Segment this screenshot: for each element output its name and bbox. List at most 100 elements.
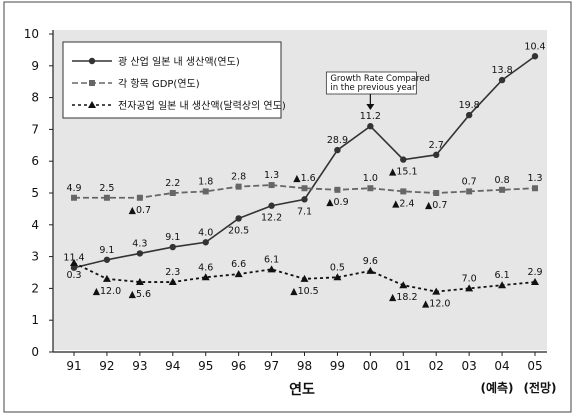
x-extra-label-forecast: (예측) <box>480 380 513 395</box>
x-tick-label: 04 <box>494 359 509 373</box>
series-layer <box>70 53 539 295</box>
series-1-point <box>433 151 440 159</box>
data-labels-layer: 11.4 9.1 4.3 9.1 4.0 20.5 12.2 7.1 28.9 11.2 ▲15.1… <box>63 41 545 309</box>
chart-frame <box>3 1 572 413</box>
series-1-data-label: 28.9 <box>327 135 348 146</box>
series-1-point <box>531 53 539 60</box>
series-3-data-label: 0.5 <box>330 262 345 273</box>
series-2-data-label: 2.5 <box>99 183 114 194</box>
series-3-data-label: ▲10.5 <box>290 286 318 297</box>
legend-marker-3 <box>88 101 96 108</box>
series-3-data-label: 7.0 <box>462 273 477 284</box>
x-tick-label: 97 <box>264 359 279 373</box>
series-2-data-label: 2.2 <box>165 178 180 189</box>
series-2-data-label: ▲0.7 <box>425 200 447 211</box>
y-tick-label: 1 <box>31 313 39 327</box>
series-3-data-label: ▲12.0 <box>422 299 450 310</box>
series-3-point <box>168 278 177 286</box>
series-2-data-label: 1.8 <box>198 176 213 187</box>
series-3-data-label: ▲12.0 <box>93 286 121 297</box>
series-1-point <box>334 146 341 154</box>
series-3-point <box>70 258 78 266</box>
series-2-point <box>367 185 374 192</box>
series-3-data-label: 2.3 <box>165 267 180 278</box>
series-2-data-label: 4.9 <box>66 183 81 194</box>
series-1-point <box>465 111 473 119</box>
y-tick-label: 7 <box>31 122 39 136</box>
series-2-point <box>466 188 473 195</box>
series-1-point <box>235 215 242 222</box>
series-2-data-label: 1.3 <box>527 173 542 184</box>
series-2-data-label: ▲0.7 <box>129 205 151 216</box>
series-3-data-label: 6.6 <box>231 259 246 270</box>
y-tick-label: 10 <box>24 27 39 41</box>
series-2-point <box>103 194 110 201</box>
series-1-data-label: 19.8 <box>459 100 480 111</box>
annotation-text: Growth Rate Compared <box>330 74 430 84</box>
y-tick-label: 2 <box>31 281 39 295</box>
series-1-data-label: 9.1 <box>99 245 114 256</box>
x-tick-label: 01 <box>396 359 411 373</box>
series-1-data-label: 20.5 <box>228 225 249 236</box>
series-2-data-label: 0.8 <box>495 175 510 186</box>
x-tick-label: 93 <box>132 359 147 373</box>
series-1-data-label: 11.4 <box>63 253 84 264</box>
x-tick-label: 98 <box>297 359 312 373</box>
series-1-point <box>202 239 209 246</box>
series-2-point <box>71 194 77 201</box>
series-1-data-label: 4.0 <box>198 227 213 238</box>
series-3-data-label: 2.9 <box>527 267 542 278</box>
series-2-point <box>334 186 341 193</box>
series-3-point <box>366 266 375 274</box>
annotation-box <box>325 71 417 95</box>
series-1-point <box>367 123 374 130</box>
series-3-point <box>333 273 342 281</box>
x-tick-label: 96 <box>231 359 246 373</box>
series-2-data-label: 1.3 <box>264 170 279 181</box>
series-1-point <box>70 264 78 271</box>
series-2-point <box>169 190 176 196</box>
y-tick-label: 5 <box>31 186 39 200</box>
series-3-data-label: 6.1 <box>264 254 279 265</box>
y-tick-label: 6 <box>31 154 39 168</box>
series-1-data-label: 2.7 <box>429 140 444 151</box>
series-1-data-label: 7.1 <box>297 206 312 217</box>
legend-label-1: 광 산업 일본 내 생산액(연도) <box>118 55 240 68</box>
series-3-point <box>201 273 210 281</box>
x-ticks: 91 92 93 94 95 96 97 98 99 00 01 02 03 04 05 <box>66 352 543 373</box>
series-1-data-label: 4.3 <box>132 238 147 249</box>
y-tick-label: 0 <box>31 345 39 359</box>
legend: 광 산업 일본 내 생산액(연도) 각 항목 GDP(연도) 전자공업 일본 내 생… <box>62 41 286 119</box>
series-3-data-label: 0.3 <box>66 270 81 281</box>
series-2-data-label: ▲0.9 <box>326 197 348 208</box>
y-tick-label: 9 <box>31 59 39 73</box>
series-1-point <box>136 250 144 257</box>
annotation-text: in the previous year <box>330 83 416 93</box>
series-2-point <box>202 188 209 195</box>
series-2-point <box>136 194 143 201</box>
series-1-data-label: 11.2 <box>360 111 381 122</box>
series-3-point <box>498 281 507 289</box>
series-3-point <box>531 278 539 286</box>
x-tick-label: 03 <box>462 359 477 373</box>
legend-marker-2 <box>89 80 95 86</box>
series-2-point <box>433 190 440 196</box>
series-2-point <box>268 182 275 189</box>
series-2-point <box>499 186 506 193</box>
series-3-point <box>135 278 144 286</box>
annotation-arrow-head <box>366 104 375 110</box>
x-tick-label: 05 <box>527 359 542 373</box>
series-3-point <box>399 281 408 289</box>
legend-label-2: 각 항목 GDP(연도) <box>118 78 200 90</box>
series-3-data-label: 9.6 <box>363 256 378 267</box>
series-3-data-label: ▲18.2 <box>389 292 417 303</box>
x-axis-title: 연도 <box>289 382 315 398</box>
x-tick-label: 00 <box>363 359 378 373</box>
series-line-2 <box>74 184 536 199</box>
series-2-point <box>301 185 308 192</box>
series-3-point <box>432 287 441 295</box>
series-3-point <box>300 274 309 282</box>
legend-box <box>62 41 282 119</box>
series-1-data-label: 13.8 <box>491 65 512 76</box>
